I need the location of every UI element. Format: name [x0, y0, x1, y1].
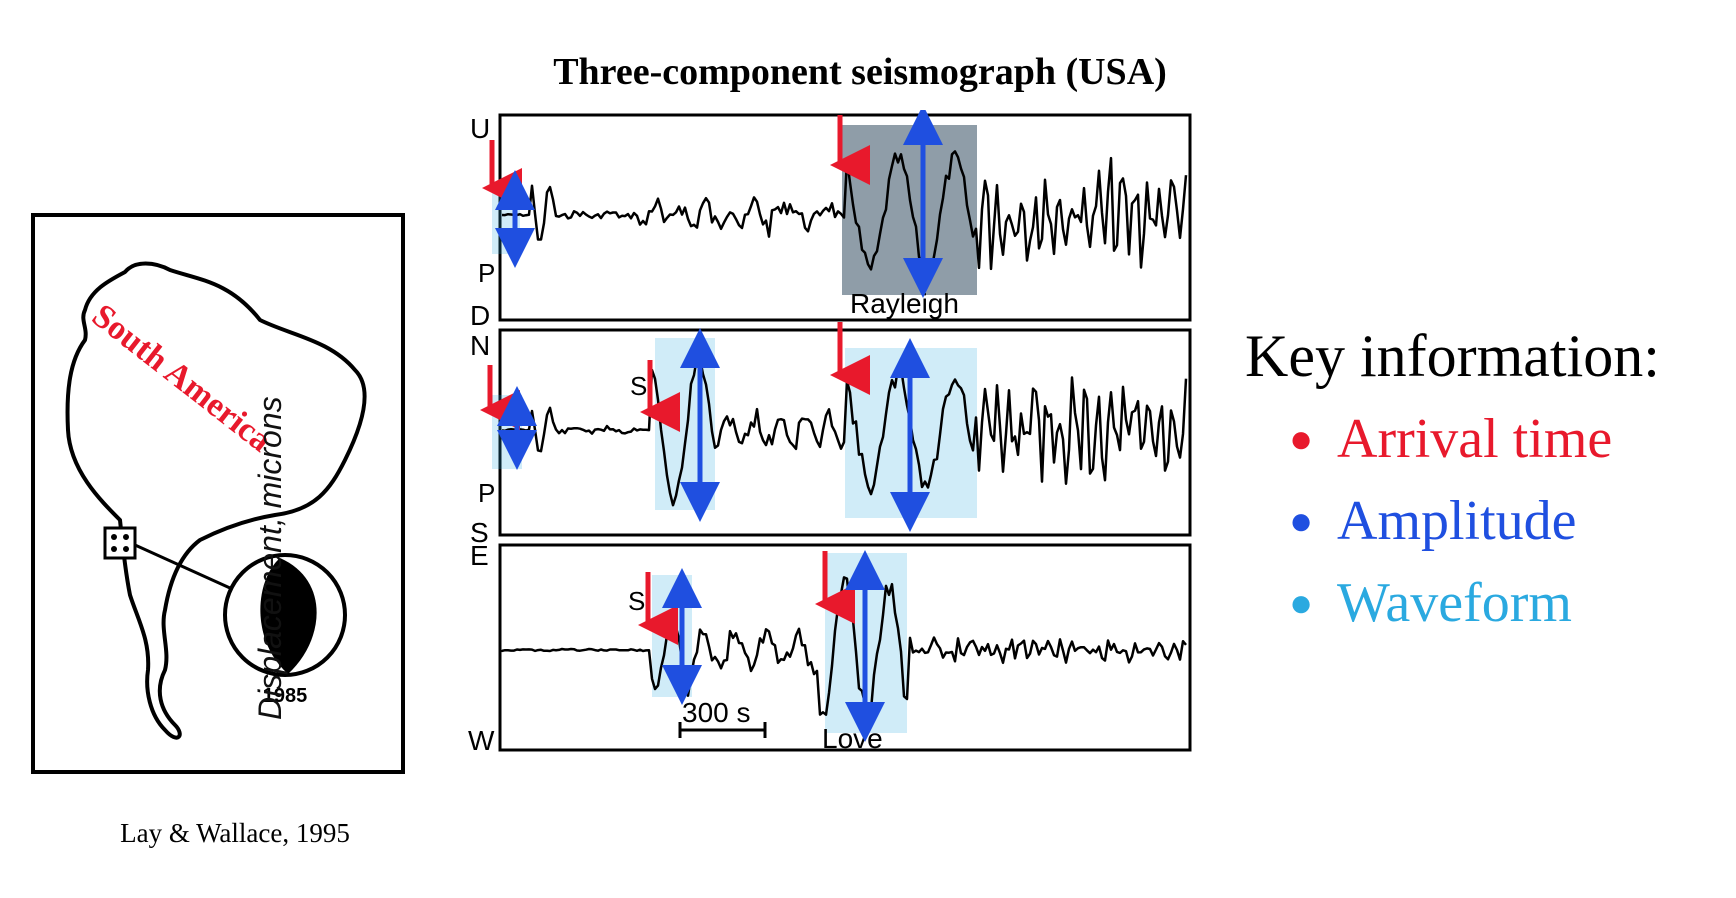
key-item-label: Arrival time: [1337, 408, 1613, 470]
phase-label-n-s: S: [630, 371, 647, 401]
phase-label-e-s: S: [628, 586, 645, 616]
key-item-label: Waveform: [1337, 572, 1572, 634]
bullet-icon: ●: [1289, 498, 1314, 543]
waveform-box-n-s: [655, 338, 715, 510]
focal-mechanism-compression: [260, 558, 317, 674]
epicenter-box: [103, 526, 137, 560]
key-heading: Key information:: [1245, 323, 1660, 389]
year-label: 1985: [263, 685, 308, 707]
bullet-icon: ●: [1289, 580, 1314, 625]
key-item-label: Amplitude: [1337, 490, 1577, 552]
y-axis-label: Displacement, microns: [252, 396, 288, 720]
key-item-amplitude: ● Amplitude: [1245, 480, 1660, 562]
key-list: ● Arrival time ● Amplitude ● Waveform: [1245, 398, 1660, 644]
panel-3-top-label: E: [470, 540, 489, 571]
waveform-box-u-rayleigh: [842, 125, 977, 295]
arrival-arrows: [480, 115, 870, 645]
continent-outline: [65, 261, 367, 740]
key-item-waveform: ● Waveform: [1245, 562, 1660, 644]
panel-1-top-label: U: [470, 113, 490, 144]
panel-3-bottom-label: W: [468, 725, 495, 756]
phase-label-n-p: P: [478, 478, 495, 508]
trace-north-south: [500, 355, 1188, 507]
figure-credit: Lay & Wallace, 1995: [120, 818, 350, 848]
phase-label-rayleigh-u: Rayleigh: [850, 288, 959, 319]
bullet-icon: ●: [1289, 416, 1314, 461]
leader-line: [134, 543, 231, 590]
key-info: Key information: ● Arrival time ● Amplit…: [1245, 320, 1660, 644]
seismogram: U D N S E W P Rayleigh P S S Love 300 s: [468, 110, 1192, 756]
trace-vertical: [501, 150, 1188, 276]
panel-1-bottom-label: D: [470, 300, 490, 331]
figure-title: Three-component seismograph (USA): [553, 51, 1167, 93]
key-item-arrival-time: ● Arrival time: [1245, 398, 1660, 480]
amplitude-arrows: [495, 110, 943, 742]
panel-2-top-label: N: [470, 330, 490, 361]
scale-bar-label: 300 s: [682, 697, 751, 728]
south-america-map: 1985 South America: [31, 213, 405, 774]
phase-label-u-p: P: [478, 258, 495, 288]
panel-2-bottom-label: S: [470, 517, 489, 548]
phase-label-love: Love: [822, 723, 883, 754]
